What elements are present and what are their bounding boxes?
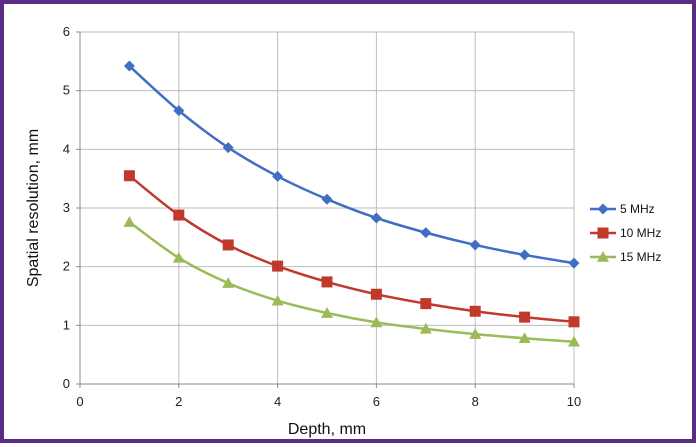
data-point-10-mhz — [272, 260, 284, 272]
legend-swatch-marker — [597, 227, 609, 239]
x-tick-label: 10 — [567, 394, 581, 409]
data-point-15-mhz — [321, 307, 333, 318]
legend-item-15-mhz: 15 MHz — [590, 250, 661, 264]
series-15-mhz — [123, 216, 580, 347]
x-axis-title: Depth, mm — [288, 421, 366, 438]
legend-swatch-marker — [597, 203, 609, 215]
x-tick-label: 2 — [175, 394, 182, 409]
legend-label: 15 MHz — [620, 250, 661, 264]
x-tick-label: 6 — [373, 394, 380, 409]
data-point-10-mhz — [321, 276, 333, 288]
data-point-5-mhz — [173, 105, 185, 117]
legend: 5 MHz 10 MHz 15 MHz — [590, 202, 661, 264]
grid — [80, 31, 575, 384]
legend-label: 10 MHz — [620, 226, 661, 240]
legend-item-10-mhz: 10 MHz — [590, 226, 661, 240]
y-tick-label: 3 — [63, 200, 70, 215]
data-point-5-mhz — [272, 170, 284, 182]
data-point-15-mhz — [123, 216, 136, 227]
x-tick-label: 0 — [76, 394, 83, 409]
data-point-10-mhz — [370, 288, 382, 300]
x-tick-label: 4 — [274, 394, 281, 409]
data-point-15-mhz — [271, 294, 284, 306]
y-tick-label: 5 — [63, 83, 70, 98]
x-tick-label: 8 — [472, 394, 479, 409]
y-tick-label: 2 — [63, 259, 70, 274]
data-point-5-mhz — [568, 257, 580, 269]
data-point-5-mhz — [469, 239, 481, 251]
series-10-mhz — [123, 170, 580, 328]
y-tick-label: 0 — [63, 376, 70, 391]
data-point-10-mhz — [173, 209, 185, 221]
data-point-5-mhz — [420, 227, 432, 239]
legend-label: 5 MHz — [620, 202, 655, 216]
data-point-10-mhz — [519, 311, 531, 323]
legend-swatch-marker — [597, 251, 609, 262]
data-point-5-mhz — [123, 60, 135, 72]
series-line-15-mhz — [128, 221, 575, 344]
data-point-15-mhz — [172, 251, 185, 263]
data-point-15-mhz — [469, 328, 482, 339]
y-tick-label: 1 — [63, 317, 70, 332]
data-point-5-mhz — [519, 249, 531, 261]
series-line-5-mhz — [128, 65, 575, 265]
y-tick-label: 4 — [63, 141, 70, 156]
y-tick-label: 6 — [63, 24, 70, 39]
legend-item-5-mhz: 5 MHz — [590, 202, 655, 216]
data-point-10-mhz — [420, 298, 432, 310]
series-line-10-mhz — [128, 174, 575, 324]
data-point-10-mhz — [123, 170, 135, 182]
y-axis-title: Spatial resolution, mm — [25, 129, 42, 287]
series-5-mhz — [123, 60, 580, 269]
axes: 0 1 2 3 4 5 6 0 2 4 6 8 10 — [63, 24, 581, 409]
data-point-15-mhz — [568, 335, 580, 347]
data-point-15-mhz — [370, 316, 383, 328]
data-point-5-mhz — [222, 142, 234, 154]
data-point-10-mhz — [568, 316, 580, 328]
data-point-5-mhz — [321, 193, 333, 205]
line-chart: 0 1 2 3 4 5 6 0 2 4 6 8 10 5 MHz 10 MHz 15 MHz Depth, … — [25, 24, 661, 438]
data-point-15-mhz — [518, 332, 531, 344]
series-area — [123, 60, 580, 347]
data-point-15-mhz — [222, 277, 235, 288]
data-point-10-mhz — [222, 239, 234, 251]
data-point-5-mhz — [370, 212, 382, 224]
data-point-10-mhz — [469, 305, 481, 317]
data-point-15-mhz — [419, 322, 432, 334]
